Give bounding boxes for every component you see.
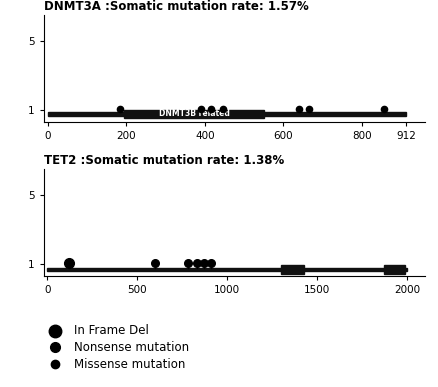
- Bar: [281, 265, 304, 274]
- Text: Missense mutation: Missense mutation: [74, 358, 186, 371]
- Bar: [124, 110, 264, 118]
- Text: DNMT3A :Somatic mutation rate: 1.57%: DNMT3A :Somatic mutation rate: 1.57%: [44, 0, 308, 14]
- Bar: [48, 111, 406, 116]
- Text: DNMT3B related: DNMT3B related: [159, 110, 230, 118]
- Text: In Frame Del: In Frame Del: [74, 324, 149, 337]
- Text: TET2 :Somatic mutation rate: 1.38%: TET2 :Somatic mutation rate: 1.38%: [44, 154, 284, 167]
- Bar: [384, 265, 405, 274]
- Text: Nonsense mutation: Nonsense mutation: [74, 341, 189, 354]
- Bar: [47, 268, 407, 271]
